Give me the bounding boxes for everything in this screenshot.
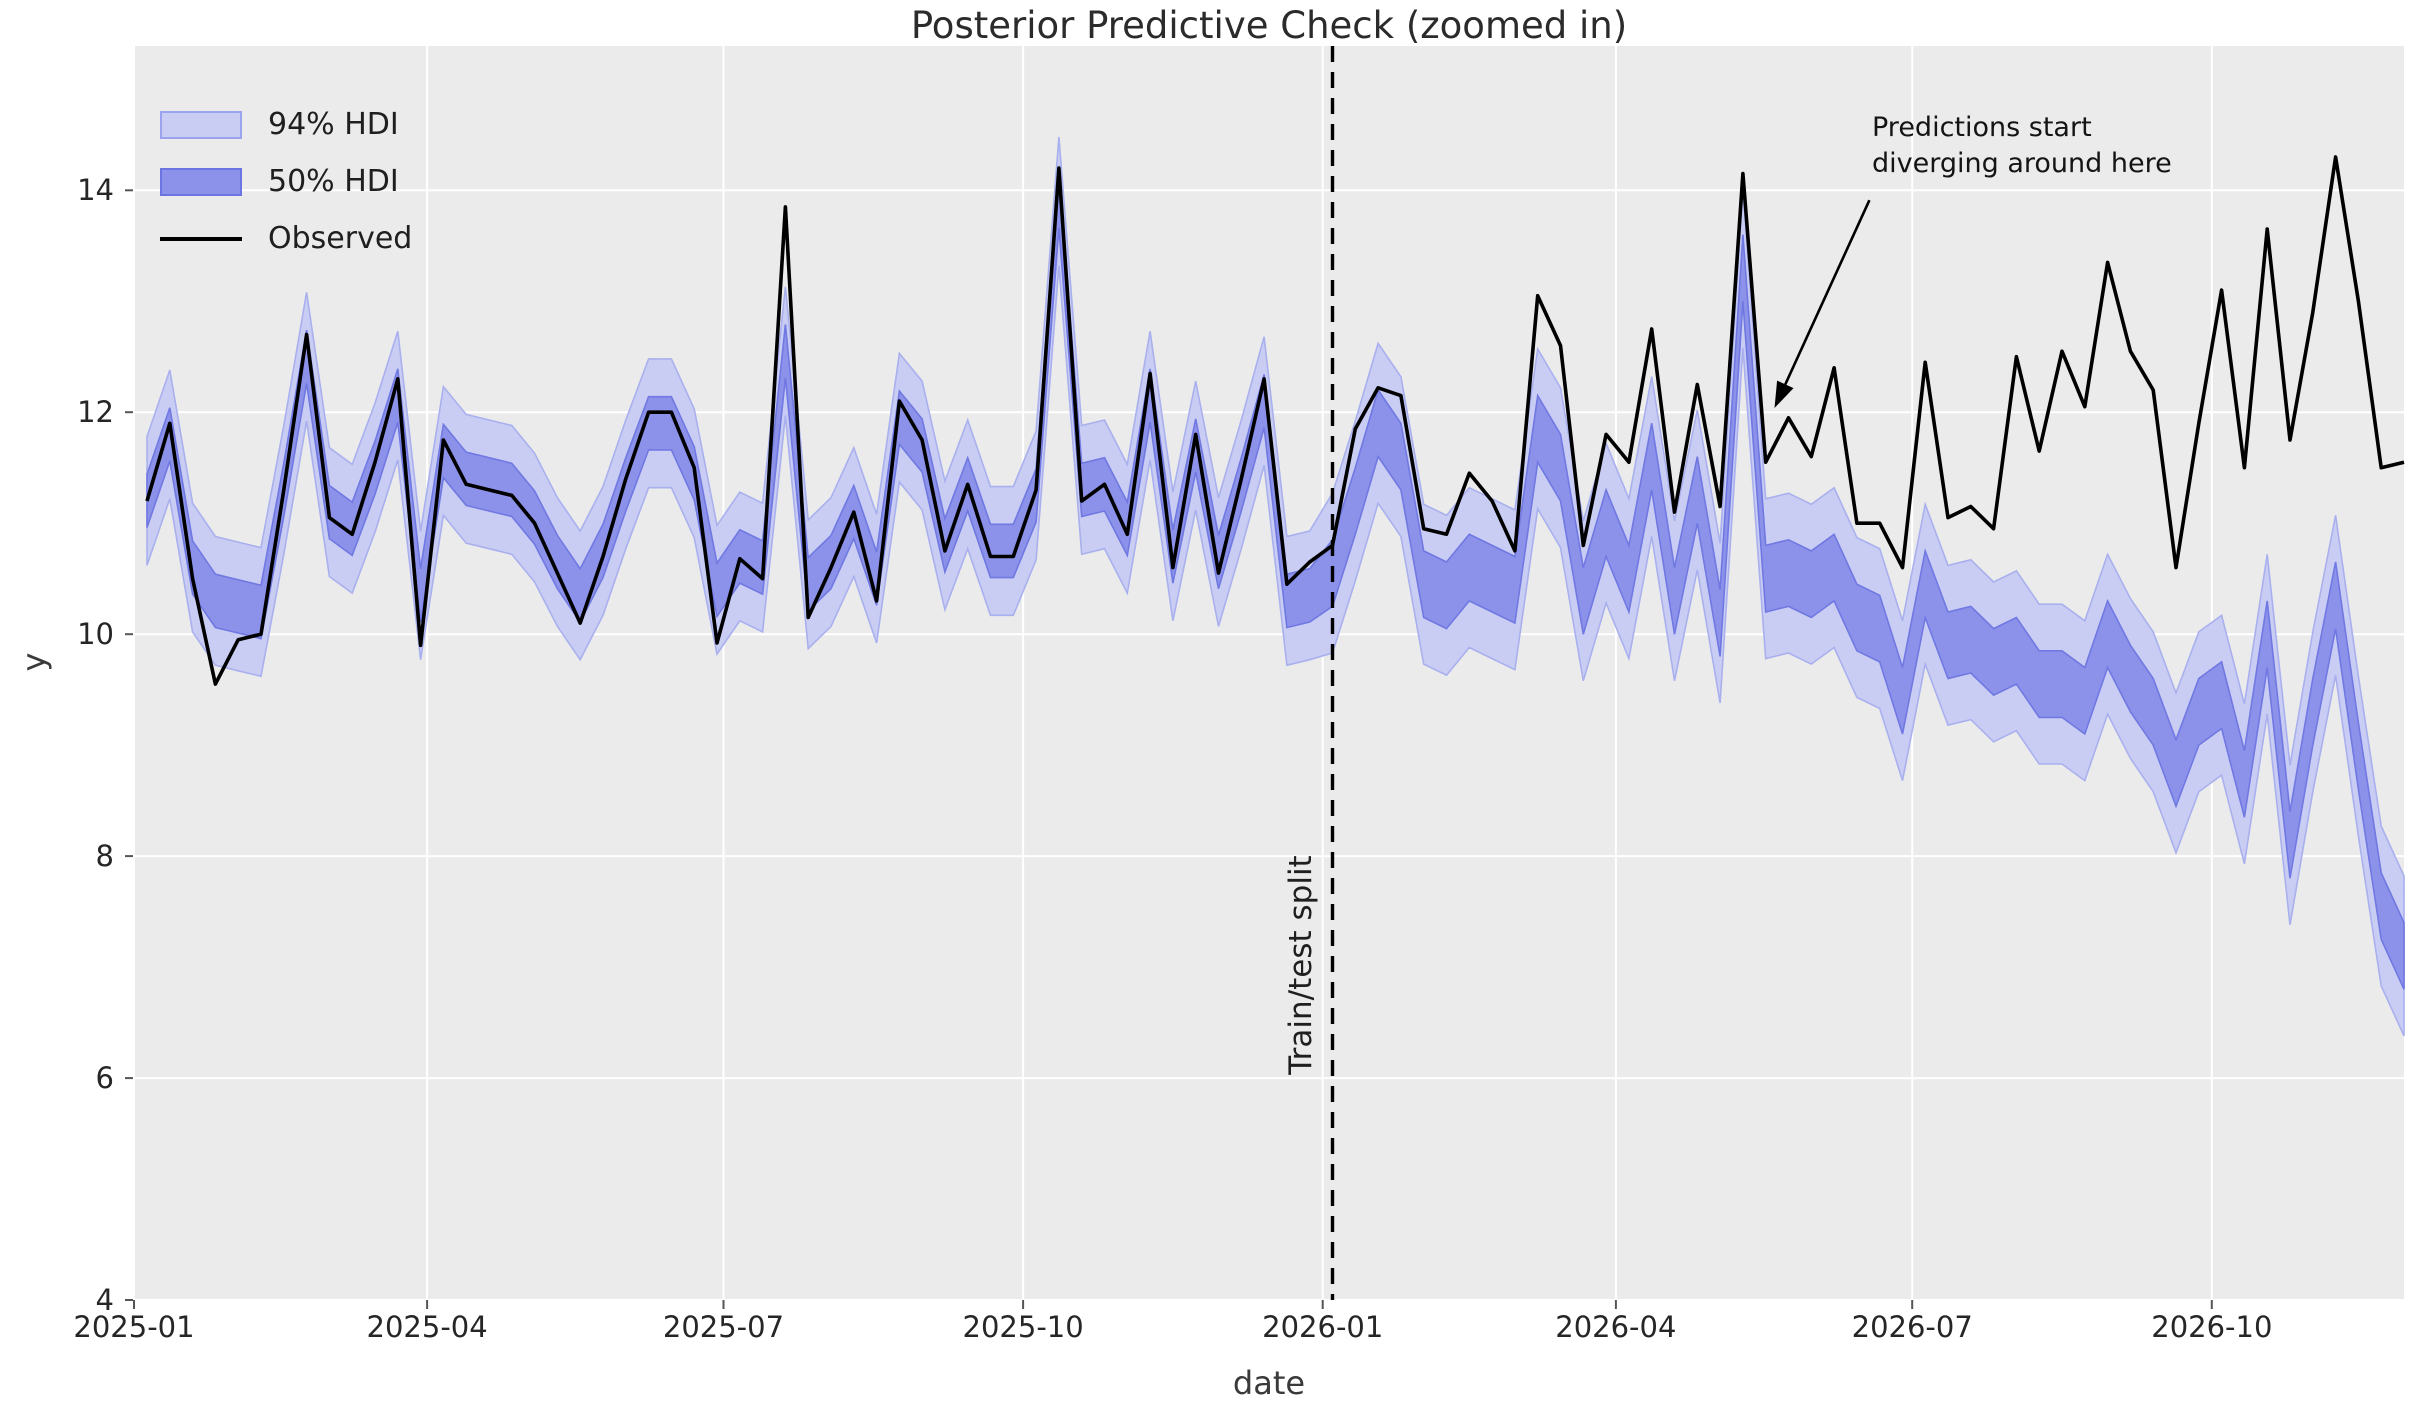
y-tick-label: 8 xyxy=(95,839,114,874)
legend: 94% HDI 50% HDI Observed xyxy=(160,96,412,267)
y-tick-label: 10 xyxy=(77,617,114,652)
x-tick-label: 2025-01 xyxy=(73,1310,195,1344)
legend-label: 50% HDI xyxy=(268,164,399,199)
legend-label: 94% HDI xyxy=(268,107,399,142)
x-axis-label: date xyxy=(1232,1364,1306,1402)
legend-item: 94% HDI xyxy=(160,96,412,153)
x-tick-label: 2026-10 xyxy=(2151,1310,2273,1344)
legend-item: Observed xyxy=(160,210,412,267)
legend-label: Observed xyxy=(268,221,413,256)
x-tick-label: 2025-10 xyxy=(962,1310,1084,1344)
annotation-arrow-head xyxy=(1774,380,1794,408)
hdi50-band xyxy=(146,174,2405,990)
y-tick-label: 4 xyxy=(95,1283,114,1317)
annotation-arrow-line xyxy=(1784,199,1871,385)
y-axis-label: y xyxy=(15,652,53,672)
y-tick-label: 6 xyxy=(95,1061,114,1096)
legend-item: 50% HDI xyxy=(160,153,412,210)
legend-line-swatch xyxy=(160,236,242,241)
legend-band-swatch xyxy=(160,167,242,196)
annotation-text: Predictions start diverging around here xyxy=(1872,110,2172,182)
train-test-split-label: Train/test split xyxy=(1283,855,1319,1075)
chart-title: Posterior Predictive Check (zoomed in) xyxy=(910,4,1628,47)
x-tick-label: 2026-01 xyxy=(1262,1310,1384,1344)
y-tick-label: 14 xyxy=(77,173,114,208)
y-tick-label: 12 xyxy=(77,395,114,430)
annotation-line-2: diverging around here xyxy=(1872,148,2172,179)
legend-band-swatch xyxy=(160,110,242,139)
x-tick-label: 2026-04 xyxy=(1555,1310,1677,1344)
x-tick-label: 2025-04 xyxy=(366,1310,488,1344)
x-tick-label: 2025-07 xyxy=(662,1310,785,1344)
annotation-line-1: Predictions start xyxy=(1872,112,2092,143)
x-tick-label: 2026-07 xyxy=(1851,1310,1973,1344)
observed-line xyxy=(145,155,2405,686)
